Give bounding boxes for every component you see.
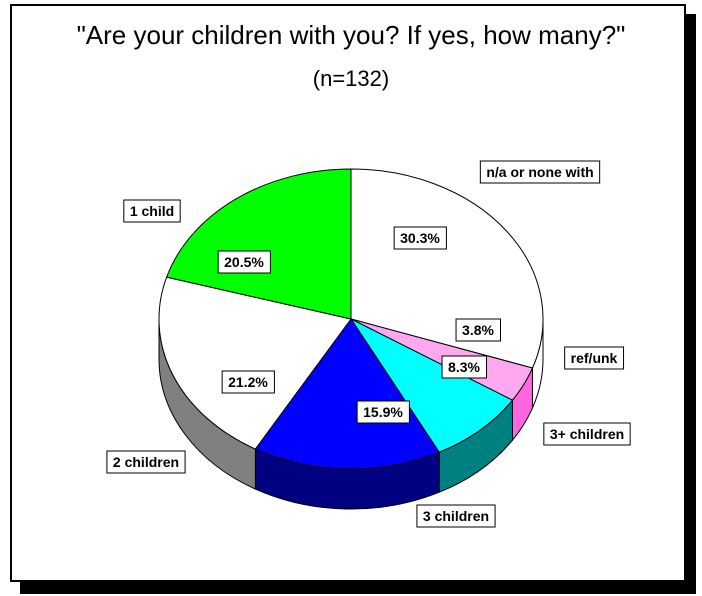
value-label-2-children: 21.2%: [221, 370, 275, 394]
category-label-3-children: 3+ children: [543, 422, 631, 446]
category-label-n-a-or-none-with: n/a or none with: [479, 160, 601, 184]
category-label-ref-unk-text: ref/unk: [571, 350, 618, 366]
value-label-1-child: 20.5%: [217, 250, 271, 274]
chart-title: "Are your children with you? If yes, how…: [76, 20, 626, 50]
value-label-3-children-text: 15.9%: [363, 404, 403, 420]
category-label-2-children-box: [106, 450, 186, 474]
value-label-3-children-text: 8.3%: [448, 359, 480, 375]
category-label-3-children-box: [416, 504, 496, 528]
value-label-3-children: 8.3%: [441, 355, 488, 379]
category-label-1-child-text: 1 child: [130, 203, 174, 219]
value-label-3-children: 15.9%: [356, 400, 410, 424]
value-label-n-a-or-none-with-box: [393, 226, 447, 250]
pie-slice-n-a-or-none-with: [350, 168, 544, 369]
pie-slices: [158, 168, 544, 470]
category-label-3-children-text: 3+ children: [550, 426, 624, 442]
value-label-1-child-text: 20.5%: [224, 254, 264, 270]
value-label-ref-unk: 3.8%: [455, 318, 502, 342]
value-label-3-children-box: [441, 355, 488, 379]
category-label-ref-unk: ref/unk: [564, 346, 625, 370]
category-label-1-child: 1 child: [123, 199, 181, 223]
pie-slice-2-children: [158, 276, 352, 450]
category-label-n-a-or-none-with-box: [479, 160, 601, 184]
category-label-2-children: 2 children: [106, 450, 186, 474]
value-label-3-children-box: [356, 400, 410, 424]
value-label-ref-unk-text: 3.8%: [462, 322, 494, 338]
category-label-2-children-text: 2 children: [113, 454, 179, 470]
chart-subtitle: (n=132): [312, 66, 390, 91]
category-label-n-a-or-none-with-text: n/a or none with: [486, 164, 593, 180]
category-label-3-children-text: 3 children: [423, 508, 489, 524]
value-label-ref-unk-box: [455, 318, 502, 342]
category-label-ref-unk-box: [564, 346, 625, 370]
category-label-3-children-box: [543, 422, 631, 446]
value-label-n-a-or-none-with-text: 30.3%: [400, 230, 440, 246]
value-label-2-children-text: 21.2%: [228, 374, 268, 390]
category-label-3-children: 3 children: [416, 504, 496, 528]
pie-slice-3-children: [254, 318, 440, 470]
category-label-1-child-box: [123, 199, 181, 223]
pie-slice-1-child: [165, 168, 352, 320]
value-label-n-a-or-none-with: 30.3%: [393, 226, 447, 250]
value-label-2-children-box: [221, 370, 275, 394]
value-label-1-child-box: [217, 250, 271, 274]
pie-labels: 30.3% n/a or none with 3.8% ref/unk 8.3% 3+ c…: [106, 160, 631, 528]
pie-slice-3-children: [349, 317, 514, 453]
